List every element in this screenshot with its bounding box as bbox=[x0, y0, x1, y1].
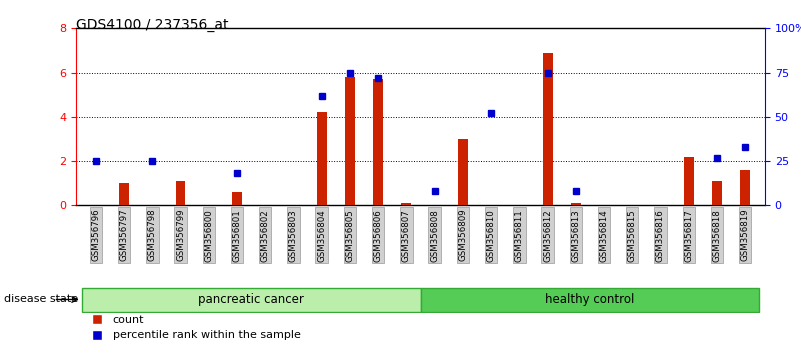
Text: GSM356815: GSM356815 bbox=[628, 209, 637, 262]
Bar bbox=[316, 113, 327, 205]
Text: GSM356801: GSM356801 bbox=[232, 209, 242, 262]
Bar bbox=[373, 79, 383, 205]
Text: GSM356800: GSM356800 bbox=[204, 209, 213, 262]
Bar bbox=[421, 288, 759, 312]
Text: GSM356807: GSM356807 bbox=[402, 209, 411, 262]
Bar bbox=[571, 203, 581, 205]
Text: GSM356819: GSM356819 bbox=[741, 209, 750, 262]
Bar bbox=[401, 203, 412, 205]
Text: GSM356802: GSM356802 bbox=[261, 209, 270, 262]
Text: GSM356808: GSM356808 bbox=[430, 209, 439, 262]
Text: GSM356817: GSM356817 bbox=[684, 209, 693, 262]
Text: GSM356809: GSM356809 bbox=[458, 209, 467, 262]
Text: GSM356797: GSM356797 bbox=[119, 209, 129, 262]
Text: healthy control: healthy control bbox=[545, 293, 634, 306]
Text: GSM356796: GSM356796 bbox=[91, 209, 100, 262]
Bar bbox=[119, 183, 129, 205]
Text: GSM356803: GSM356803 bbox=[289, 209, 298, 262]
Text: GSM356798: GSM356798 bbox=[148, 209, 157, 262]
Bar bbox=[684, 156, 694, 205]
Bar bbox=[712, 181, 722, 205]
Bar bbox=[740, 170, 750, 205]
Text: GSM356799: GSM356799 bbox=[176, 209, 185, 261]
Bar bbox=[232, 192, 242, 205]
Text: GDS4100 / 237356_at: GDS4100 / 237356_at bbox=[76, 18, 228, 32]
Text: pancreatic cancer: pancreatic cancer bbox=[198, 293, 304, 306]
Text: GSM356812: GSM356812 bbox=[543, 209, 552, 262]
Text: GSM356810: GSM356810 bbox=[486, 209, 496, 262]
Text: GSM356805: GSM356805 bbox=[345, 209, 355, 262]
Text: GSM356813: GSM356813 bbox=[571, 209, 580, 262]
Text: GSM356806: GSM356806 bbox=[374, 209, 383, 262]
Text: GSM356814: GSM356814 bbox=[599, 209, 609, 262]
Bar bbox=[542, 53, 553, 205]
Bar bbox=[82, 288, 421, 312]
Legend: count, percentile rank within the sample: count, percentile rank within the sample bbox=[82, 310, 305, 345]
Text: disease state: disease state bbox=[4, 295, 78, 304]
Bar bbox=[175, 181, 186, 205]
Text: GSM356816: GSM356816 bbox=[656, 209, 665, 262]
Bar bbox=[345, 77, 355, 205]
Text: GSM356818: GSM356818 bbox=[712, 209, 722, 262]
Bar bbox=[458, 139, 468, 205]
Text: GSM356804: GSM356804 bbox=[317, 209, 326, 262]
Text: GSM356811: GSM356811 bbox=[515, 209, 524, 262]
